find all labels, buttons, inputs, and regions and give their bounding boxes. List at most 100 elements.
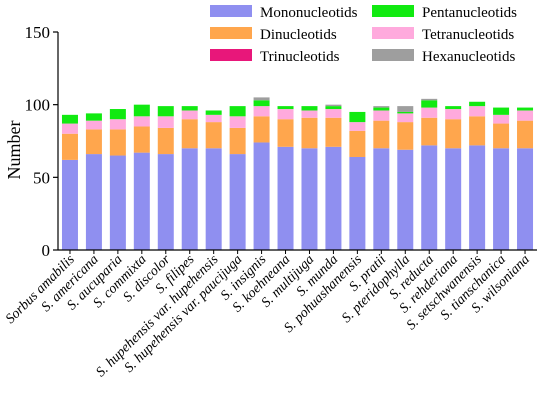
bar-segment-mononucleotids [157, 154, 174, 250]
bar-segment-dinucleotids [421, 117, 438, 146]
bar-segment-mononucleotids [133, 152, 150, 250]
y-axis-label: Number [4, 121, 24, 180]
legend-swatch [372, 49, 414, 61]
legend-swatch [372, 5, 414, 17]
bar-segment-pentanucleotids [517, 107, 534, 111]
bar-segment-tetranucleotids [493, 114, 510, 124]
bar-segment-pentanucleotids [493, 107, 510, 115]
bar-segment-pentanucleotids [301, 106, 318, 111]
bar-segment-mononucleotids [445, 148, 462, 250]
bar-segment-dinucleotids [277, 119, 294, 147]
bar-segment-tetranucleotids [397, 113, 414, 123]
bar-segment-tetranucleotids [277, 109, 294, 120]
bar-segment-dinucleotids [61, 133, 78, 160]
bar-segment-dinucleotids [469, 116, 486, 146]
bar-segment-pentanucleotids [397, 111, 414, 114]
bar-segment-pentanucleotids [421, 100, 438, 108]
bar-segment-mononucleotids [109, 155, 126, 250]
bar-segment-mononucleotids [253, 142, 270, 250]
bar-segment-mononucleotids [397, 149, 414, 250]
bar-segment-pentanucleotids [109, 109, 126, 120]
legend: Mononucleotids Dinucleotids Trinucleotids P… [210, 5, 517, 65]
bar-segment-pentanucleotids [253, 100, 270, 107]
bar-segment-mononucleotids [205, 148, 222, 250]
bar-segment-tetranucleotids [157, 116, 174, 128]
bar-segment-hexanucleotids [373, 106, 390, 108]
bar-segment-tetranucleotids [301, 110, 318, 118]
legend-swatch [210, 49, 252, 61]
bar-segment-dinucleotids [445, 119, 462, 149]
y-tick-label: 50 [33, 168, 50, 187]
bar-segment-tetranucleotids [61, 123, 78, 134]
legend-label: Trinucleotids [260, 49, 340, 65]
bar-segment-pentanucleotids [61, 114, 78, 124]
bar-segment-pentanucleotids [133, 104, 150, 117]
legend-swatch [210, 5, 252, 17]
bar-segment-tetranucleotids [253, 106, 270, 117]
bar-segment-mononucleotids [517, 148, 534, 250]
y-tick-label: 100 [25, 96, 51, 115]
legend-label: Tetranucleotids [422, 27, 514, 43]
bar-segment-mononucleotids [61, 159, 78, 250]
bar-segment-dinucleotids [109, 129, 126, 156]
y-tick-label: 0 [42, 241, 51, 260]
bar-segment-mononucleotids [325, 146, 342, 250]
bar-segment-tetranucleotids [109, 119, 126, 130]
legend-label: Hexanucleotids [422, 49, 515, 65]
bar-segment-tetranucleotids [445, 109, 462, 120]
bar-segment-dinucleotids [397, 122, 414, 150]
bar-segment-tetranucleotids [373, 110, 390, 121]
bar-segment-mononucleotids [181, 148, 198, 250]
bar-segment-pentanucleotids [373, 107, 390, 111]
bar-segment-pentanucleotids [85, 113, 102, 121]
bar-segment-tetranucleotids [421, 107, 438, 118]
bar-segment-mononucleotids [301, 148, 318, 250]
bar-segment-mononucleotids [373, 148, 390, 250]
bar-segment-pentanucleotids [229, 106, 246, 117]
bar-segment-dinucleotids [85, 129, 102, 155]
bar-segment-dinucleotids [253, 116, 270, 143]
bar-segment-dinucleotids [349, 130, 366, 157]
bar-segment-dinucleotids [157, 127, 174, 155]
bar-segment-dinucleotids [493, 123, 510, 149]
bar-segment-dinucleotids [373, 120, 390, 149]
bar-segment-hexanucleotids [253, 97, 270, 101]
bars-group [61, 97, 534, 250]
bar-segment-pentanucleotids [349, 111, 366, 123]
bar-segment-dinucleotids [229, 127, 246, 155]
bar-segment-mononucleotids [421, 145, 438, 250]
bar-segment-mononucleotids [229, 154, 246, 250]
bar-segment-pentanucleotids [469, 101, 486, 107]
legend-swatch [372, 27, 414, 39]
bar-segment-tetranucleotids [517, 110, 534, 121]
bar-segment-dinucleotids [517, 120, 534, 149]
legend-swatch [210, 27, 252, 39]
bar-segment-dinucleotids [181, 119, 198, 149]
bar-segment-pentanucleotids [325, 106, 342, 110]
bar-segment-hexanucleotids [421, 98, 438, 101]
bar-segment-tetranucleotids [349, 122, 366, 131]
bar-segment-hexanucleotids [325, 104, 342, 107]
bar-segment-tetranucleotids [469, 106, 486, 117]
bar-segment-tetranucleotids [133, 116, 150, 127]
bar-segment-mononucleotids [493, 148, 510, 250]
bar-segment-mononucleotids [85, 154, 102, 250]
y-tick-label: 150 [25, 23, 51, 42]
bar-segment-mononucleotids [277, 146, 294, 250]
bar-segment-tetranucleotids [205, 114, 222, 123]
bar-segment-pentanucleotids [157, 106, 174, 117]
legend-label: Dinucleotids [260, 27, 337, 43]
bar-segment-pentanucleotids [205, 110, 222, 115]
bar-segment-tetranucleotids [229, 116, 246, 128]
bar-segment-dinucleotids [325, 117, 342, 147]
legend-label: Mononucleotids [260, 5, 358, 21]
bar-segment-pentanucleotids [445, 106, 462, 110]
bar-segment-pentanucleotids [181, 106, 198, 111]
bar-segment-dinucleotids [301, 117, 318, 149]
bar-segment-dinucleotids [133, 126, 150, 153]
bar-segment-dinucleotids [205, 122, 222, 149]
axes-group: 0 50 100 150 [25, 23, 537, 260]
bar-segment-mononucleotids [349, 156, 366, 250]
